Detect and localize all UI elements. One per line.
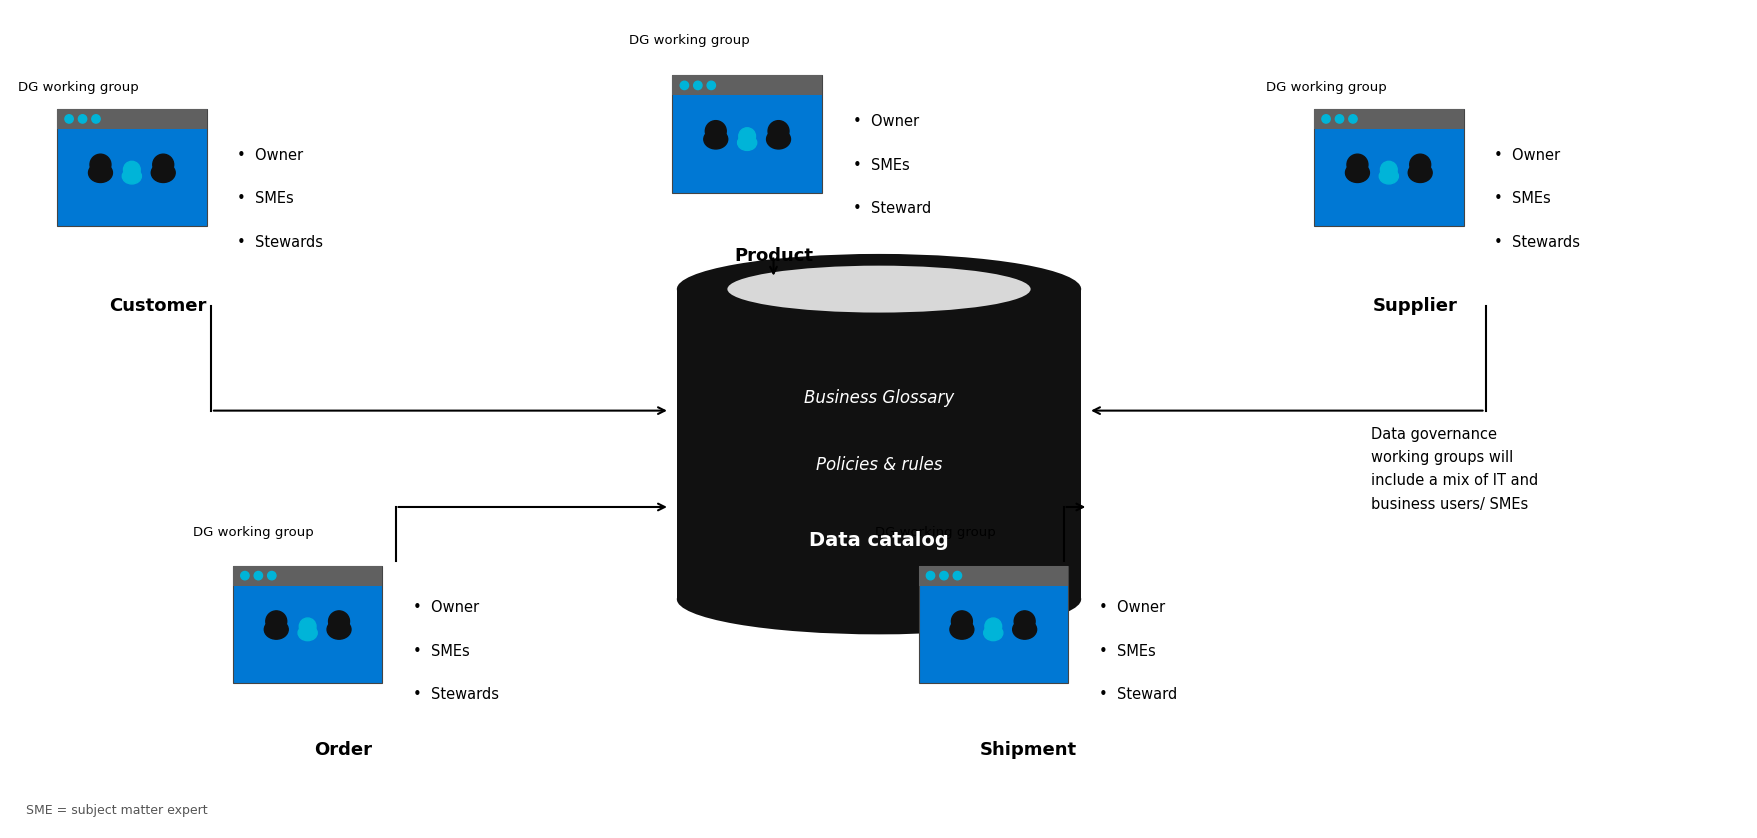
Ellipse shape: [694, 81, 701, 90]
Text: •  Owner: • Owner: [237, 147, 304, 163]
Ellipse shape: [153, 154, 174, 175]
Text: SME = subject matter expert: SME = subject matter expert: [26, 804, 207, 817]
Ellipse shape: [984, 625, 1001, 641]
Ellipse shape: [727, 266, 1030, 313]
Text: •  Owner: • Owner: [1098, 600, 1165, 615]
Text: •  SMEs: • SMEs: [1493, 191, 1550, 206]
Ellipse shape: [951, 611, 972, 632]
Text: Order: Order: [315, 741, 371, 759]
Ellipse shape: [703, 130, 727, 149]
Ellipse shape: [949, 620, 973, 639]
Text: DG working group: DG working group: [629, 34, 750, 47]
Ellipse shape: [926, 572, 935, 580]
FancyBboxPatch shape: [1314, 109, 1462, 129]
Text: Customer: Customer: [109, 297, 207, 315]
FancyBboxPatch shape: [232, 566, 381, 586]
Ellipse shape: [705, 121, 726, 142]
Text: •  Owner: • Owner: [852, 114, 919, 129]
Text: •  SMEs: • SMEs: [237, 191, 293, 206]
Text: DG working group: DG working group: [1265, 81, 1386, 95]
Ellipse shape: [151, 163, 176, 183]
Ellipse shape: [1379, 161, 1397, 178]
Ellipse shape: [940, 572, 947, 580]
Text: Shipment: Shipment: [979, 741, 1077, 759]
FancyBboxPatch shape: [917, 566, 1066, 683]
Ellipse shape: [1348, 115, 1356, 123]
Ellipse shape: [327, 620, 351, 639]
Ellipse shape: [90, 154, 111, 175]
Text: DG working group: DG working group: [193, 525, 315, 539]
Text: •  Owner: • Owner: [1493, 147, 1560, 163]
Bar: [676, 289, 1081, 599]
FancyBboxPatch shape: [1314, 109, 1462, 226]
Ellipse shape: [1012, 620, 1037, 639]
Text: •  SMEs: • SMEs: [852, 158, 908, 173]
Ellipse shape: [265, 611, 286, 632]
Ellipse shape: [1346, 154, 1367, 175]
Ellipse shape: [984, 618, 1001, 634]
Text: •  Steward: • Steward: [852, 201, 931, 216]
Ellipse shape: [1014, 611, 1035, 632]
Ellipse shape: [65, 115, 74, 123]
FancyBboxPatch shape: [56, 109, 207, 226]
Ellipse shape: [1379, 168, 1397, 184]
Ellipse shape: [329, 611, 350, 632]
Ellipse shape: [706, 81, 715, 90]
Ellipse shape: [1409, 154, 1430, 175]
Text: Business Glossary: Business Glossary: [803, 389, 954, 407]
FancyBboxPatch shape: [56, 109, 207, 129]
Text: Data catalog: Data catalog: [808, 531, 949, 550]
Text: •  Owner: • Owner: [413, 600, 480, 615]
Ellipse shape: [738, 127, 756, 144]
Text: Supplier: Supplier: [1372, 297, 1457, 315]
Ellipse shape: [123, 168, 141, 184]
Ellipse shape: [299, 618, 316, 634]
Ellipse shape: [676, 254, 1081, 324]
Ellipse shape: [299, 625, 316, 641]
Ellipse shape: [768, 121, 789, 142]
Ellipse shape: [1321, 115, 1330, 123]
Ellipse shape: [88, 163, 112, 183]
FancyBboxPatch shape: [232, 566, 381, 683]
Ellipse shape: [267, 572, 276, 580]
Ellipse shape: [1335, 115, 1342, 123]
Text: •  SMEs: • SMEs: [1098, 644, 1154, 659]
Ellipse shape: [123, 161, 141, 178]
Ellipse shape: [738, 135, 756, 151]
FancyBboxPatch shape: [671, 75, 822, 193]
Ellipse shape: [241, 572, 249, 580]
Ellipse shape: [766, 130, 791, 149]
Ellipse shape: [676, 564, 1081, 634]
Ellipse shape: [1344, 163, 1369, 183]
Text: •  SMEs: • SMEs: [413, 644, 469, 659]
Text: •  Stewards: • Stewards: [413, 687, 499, 702]
Text: •  Stewards: • Stewards: [1493, 235, 1580, 250]
Ellipse shape: [79, 115, 86, 123]
Ellipse shape: [255, 572, 262, 580]
Text: •  Stewards: • Stewards: [237, 235, 323, 250]
Text: DG working group: DG working group: [875, 525, 996, 539]
Ellipse shape: [91, 115, 100, 123]
FancyBboxPatch shape: [671, 75, 822, 96]
Ellipse shape: [952, 572, 961, 580]
Text: Product: Product: [734, 246, 812, 265]
Text: Data governance
working groups will
include a mix of IT and
business users/ SMEs: Data governance working groups will incl…: [1370, 427, 1537, 512]
Ellipse shape: [680, 81, 689, 90]
Ellipse shape: [1407, 163, 1432, 183]
FancyBboxPatch shape: [917, 566, 1066, 586]
Text: DG working group: DG working group: [18, 81, 139, 95]
Ellipse shape: [264, 620, 288, 639]
Text: •  Steward: • Steward: [1098, 687, 1177, 702]
Text: Policies & rules: Policies & rules: [815, 456, 942, 474]
